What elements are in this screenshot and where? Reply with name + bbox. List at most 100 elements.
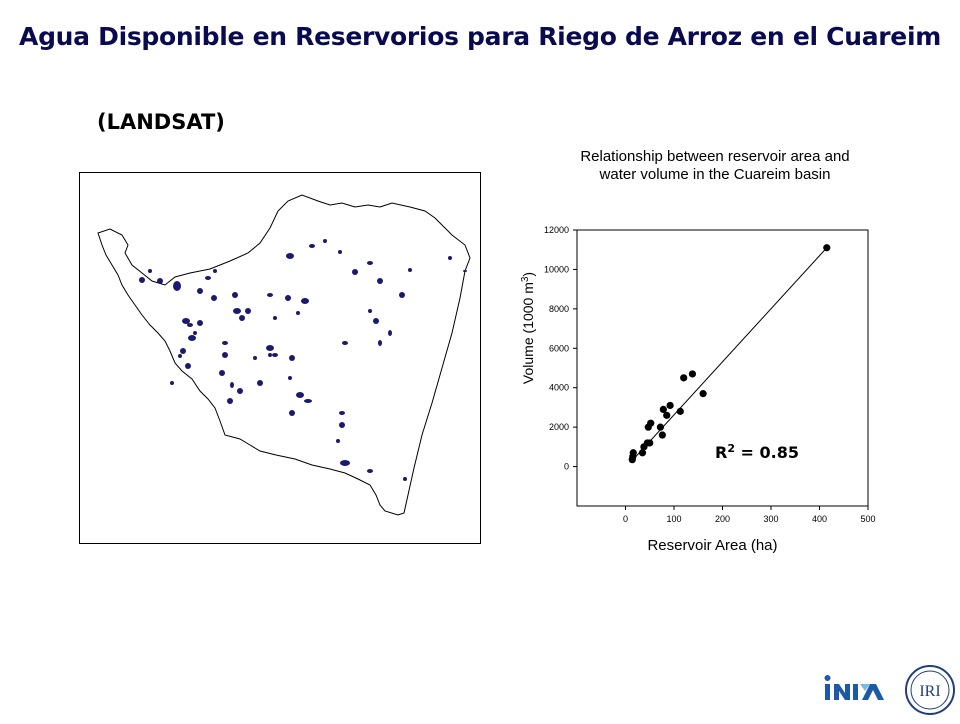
water-body	[211, 295, 217, 301]
data-point	[646, 439, 654, 447]
y-tick-label: 6000	[549, 343, 569, 353]
data-point	[647, 419, 655, 427]
water-body	[403, 477, 407, 481]
water-body	[213, 269, 217, 273]
data-point	[659, 405, 667, 413]
y-tick-label: 0	[564, 462, 569, 472]
water-body	[257, 380, 263, 386]
water-body	[378, 340, 382, 346]
logo-area: IRI	[820, 660, 960, 720]
water-body	[336, 439, 340, 443]
water-body	[448, 256, 452, 260]
water-body	[296, 311, 300, 315]
water-body	[285, 295, 291, 301]
water-body	[185, 363, 191, 369]
water-body	[205, 276, 211, 280]
water-body	[288, 376, 292, 380]
water-body	[197, 288, 203, 294]
water-body	[286, 253, 294, 259]
water-body	[296, 392, 304, 398]
water-body	[245, 308, 251, 314]
slide-title: Agua Disponible en Reservorios para Rieg…	[19, 22, 941, 51]
water-body	[148, 269, 152, 273]
y-tick-label: 10000	[544, 264, 569, 274]
x-tick-label: 0	[623, 514, 628, 524]
water-body	[408, 268, 412, 272]
water-body	[230, 382, 234, 388]
water-bodies	[139, 239, 467, 481]
y-tick-label: 2000	[549, 422, 569, 432]
water-body	[197, 320, 203, 326]
reservoir-map	[79, 172, 481, 544]
x-tick-label: 400	[812, 514, 827, 524]
y-axis-label: Volume (1000 m3)	[520, 272, 536, 384]
water-body	[388, 330, 392, 336]
water-body	[309, 244, 315, 248]
water-body	[338, 250, 342, 254]
water-body	[139, 277, 145, 283]
chart-title-line-1: Relationship between reservoir area and	[580, 148, 850, 165]
data-point	[823, 244, 831, 252]
data-point	[658, 431, 666, 439]
water-body	[232, 292, 238, 298]
r-squared-label: R2 = 0.85	[715, 442, 799, 462]
x-tick-label: 500	[860, 514, 875, 524]
data-point	[699, 390, 707, 398]
water-body	[301, 298, 309, 304]
data-point	[656, 423, 665, 431]
chart-plot-svg: 0 100 200 300 400 500 0 2000 4000 6000 8000 10000 12…	[520, 225, 876, 554]
plot-area-frame	[576, 229, 869, 507]
data-point	[666, 401, 674, 410]
water-body	[222, 352, 228, 358]
water-body	[352, 269, 358, 275]
water-body	[227, 398, 233, 404]
water-body	[222, 341, 228, 345]
water-body	[342, 341, 348, 345]
y-tick-label: 8000	[549, 304, 569, 314]
water-body	[373, 318, 379, 324]
inia-logo	[824, 675, 884, 700]
chart-title: Relationship between reservoir area and …	[505, 148, 925, 184]
water-body	[237, 388, 243, 394]
water-body	[157, 278, 163, 284]
water-body	[289, 355, 295, 361]
water-body	[367, 261, 373, 265]
x-tick-label: 300	[763, 514, 778, 524]
water-body	[233, 308, 241, 314]
iri-logo-text: IRI	[919, 683, 940, 700]
water-body	[367, 469, 373, 473]
water-body	[266, 345, 274, 351]
x-axis-label: Reservoir Area (ha)	[647, 537, 777, 554]
water-body	[188, 335, 196, 341]
water-body	[272, 353, 278, 357]
chart-title-line-2: water volume in the Cuareim basin	[599, 166, 831, 183]
x-tick-label: 100	[666, 514, 681, 524]
water-body	[339, 411, 345, 415]
water-body	[268, 353, 272, 357]
data-point	[629, 449, 637, 457]
data-point	[663, 411, 671, 419]
basin-map-svg	[97, 194, 471, 516]
water-body	[289, 410, 295, 416]
water-body	[182, 318, 190, 324]
water-body	[253, 356, 257, 360]
data-point	[680, 374, 688, 382]
water-body	[339, 422, 345, 428]
x-tick-label: 200	[715, 514, 730, 524]
y-tick-label: 12000	[544, 225, 569, 235]
data-point	[638, 449, 647, 457]
water-body	[304, 399, 312, 403]
water-body	[180, 348, 186, 354]
water-body	[377, 278, 383, 284]
slide-subtitle: (LANDSAT)	[97, 110, 225, 134]
data-point	[676, 407, 684, 415]
water-body	[399, 292, 405, 298]
basin-outline	[97, 194, 471, 516]
water-body	[267, 293, 273, 297]
water-body	[219, 370, 225, 376]
water-body	[273, 316, 277, 320]
water-body	[323, 239, 327, 243]
water-body	[193, 331, 197, 335]
scatter-chart: Relationship between reservoir area and …	[505, 140, 885, 570]
y-tick-label: 4000	[549, 383, 569, 393]
